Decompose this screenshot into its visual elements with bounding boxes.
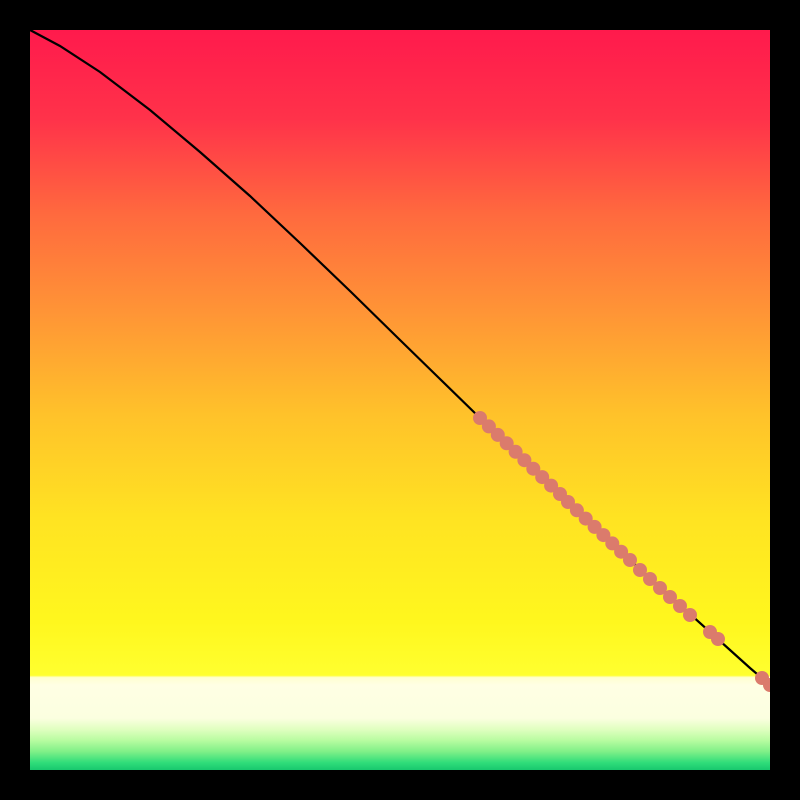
data-point — [711, 632, 725, 646]
bottleneck-chart — [0, 0, 800, 800]
data-point — [683, 608, 697, 622]
chart-gradient-background — [30, 30, 770, 770]
data-point — [623, 553, 637, 567]
